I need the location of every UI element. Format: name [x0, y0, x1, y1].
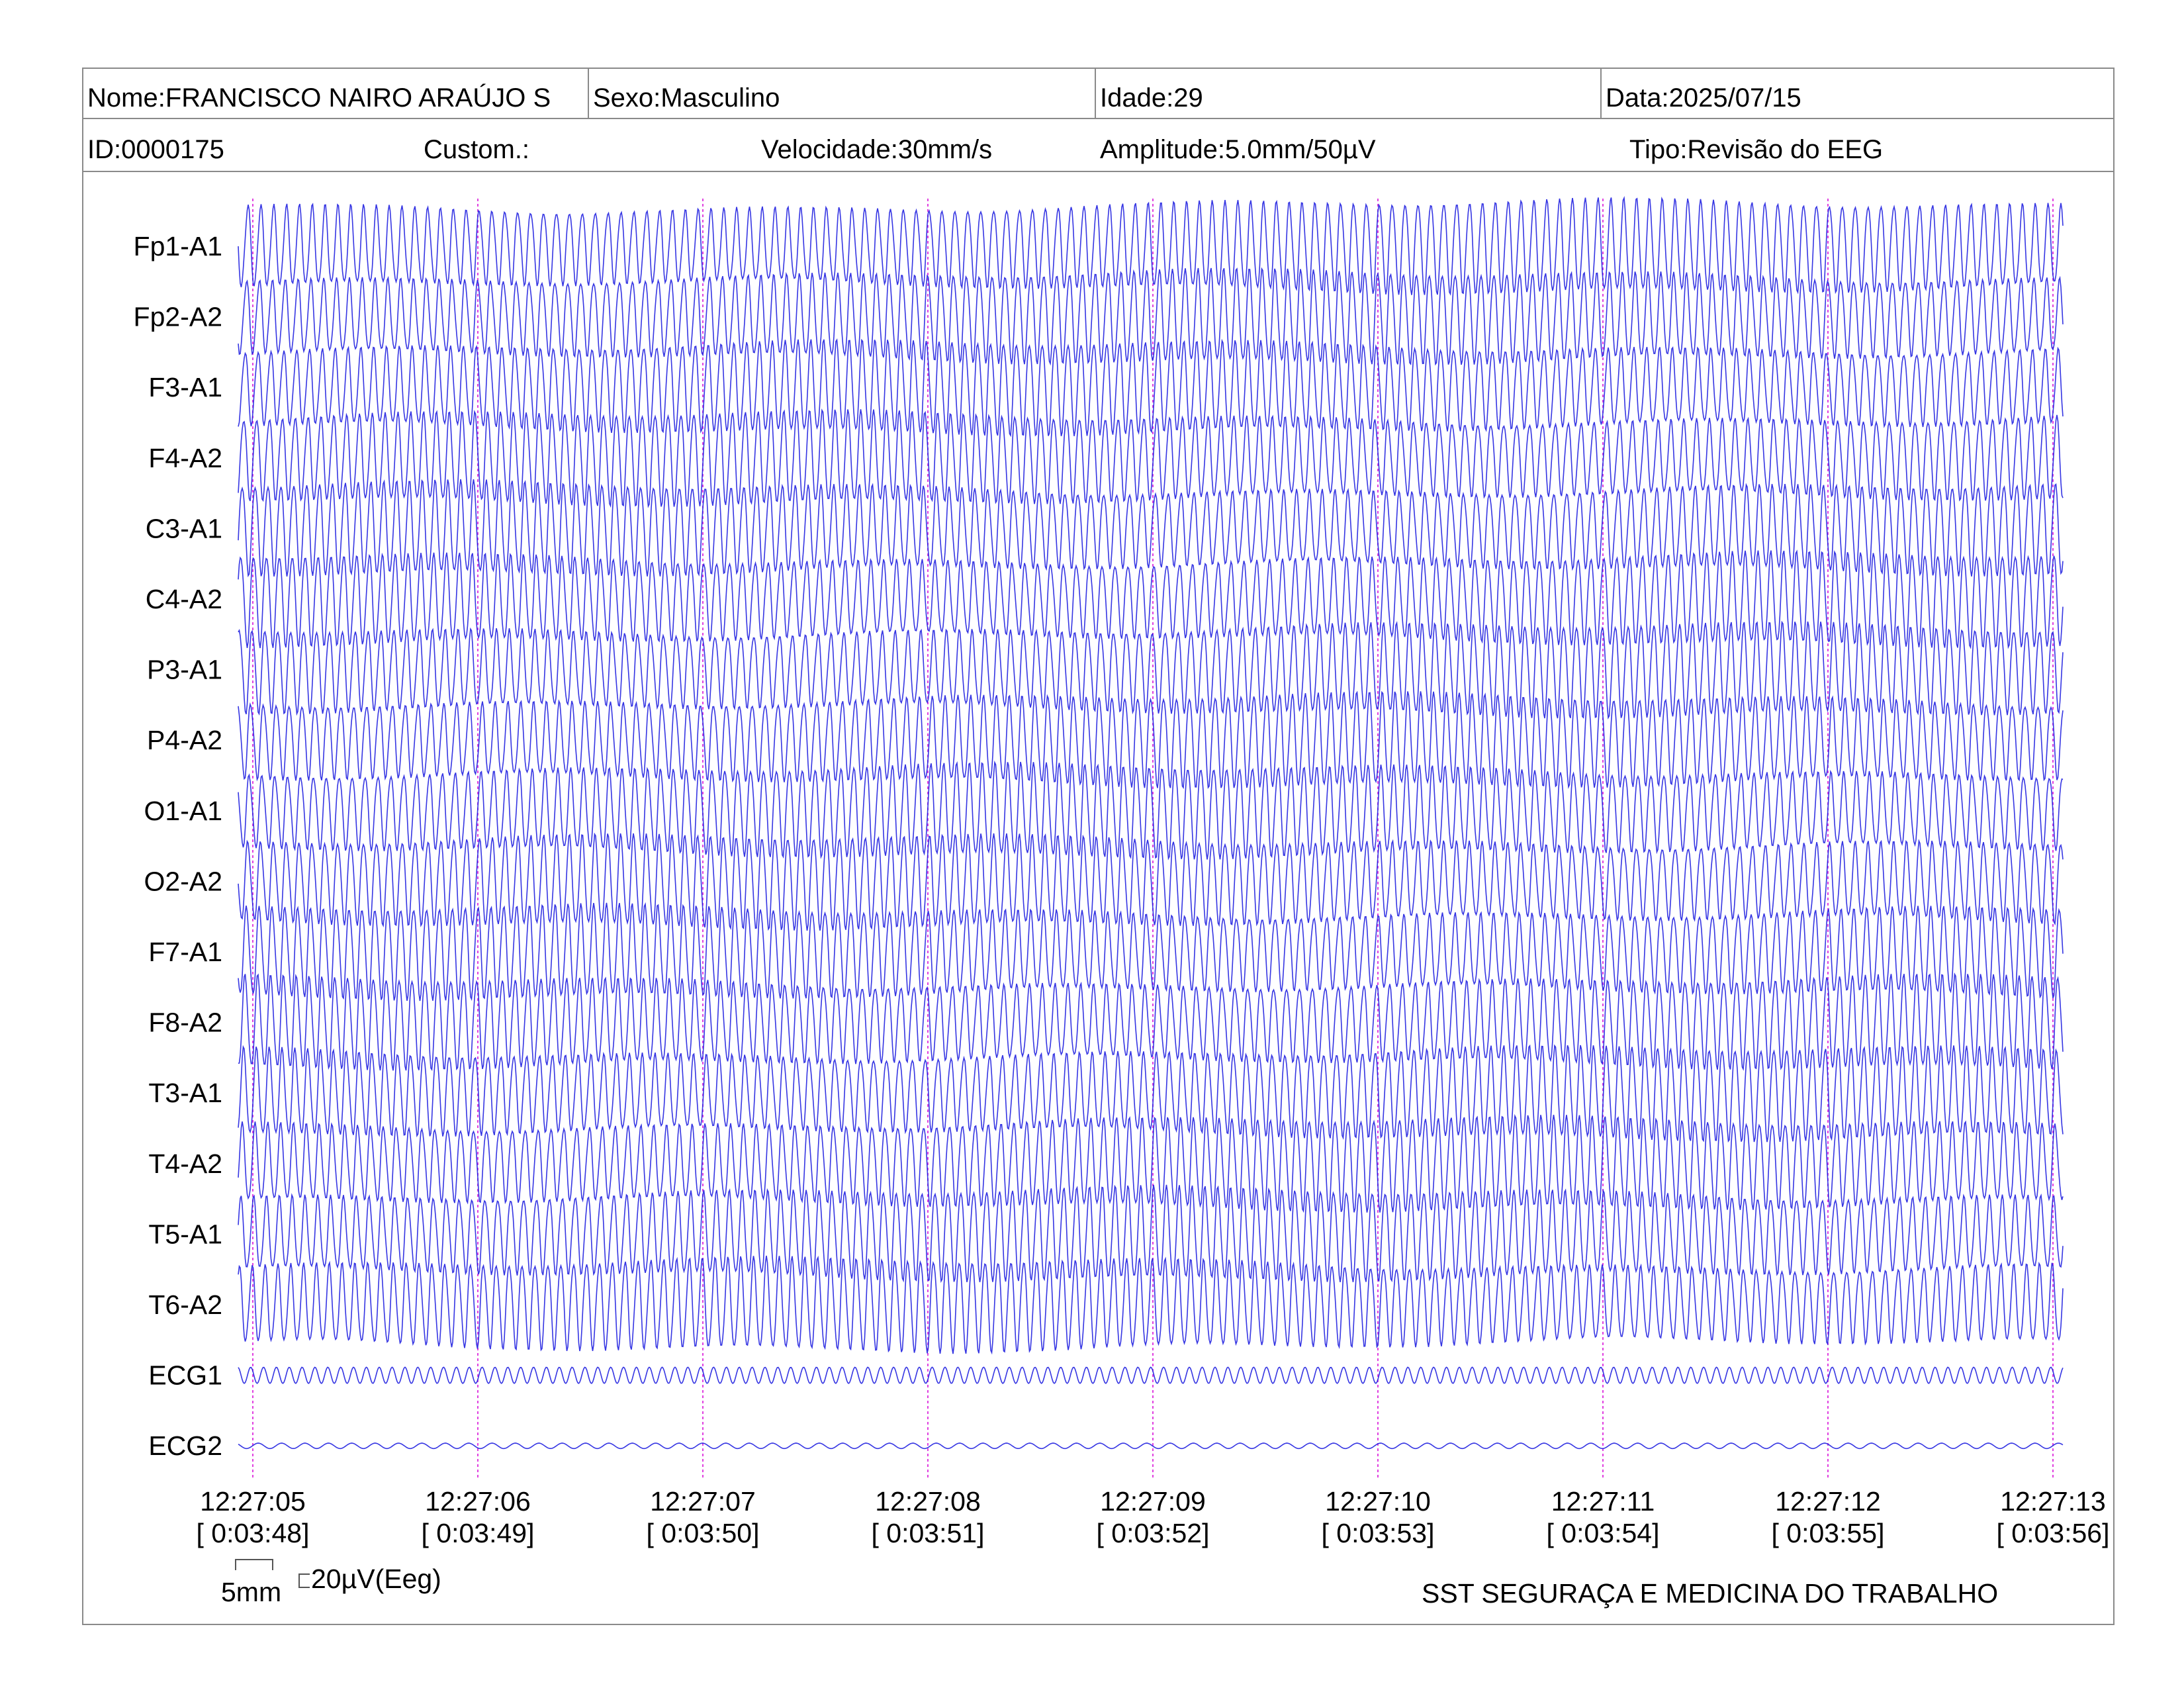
channel-label-t3-a1: T3-A1: [148, 1078, 222, 1108]
channel-label-t4-a2: T4-A2: [148, 1149, 222, 1179]
time-tick-label: 12:27:08: [875, 1486, 981, 1517]
channel-label-p4-a2: P4-A2: [147, 725, 222, 755]
trace-ecg2: [238, 1442, 2064, 1450]
record-date-value: 2025/07/15: [1668, 83, 1801, 113]
amplitude-label: Amplitude:: [1100, 135, 1225, 164]
trace-fp2-a2: [238, 267, 2064, 366]
elapsed-tick-label: [ 0:03:53]: [1322, 1518, 1435, 1548]
patient-name-label: Nome:: [87, 83, 165, 113]
header-divider: [82, 118, 2115, 119]
time-tick-label: 12:27:13: [2000, 1486, 2106, 1517]
trace-c4-a2: [238, 549, 2064, 649]
channel-label-t6-a2: T6-A2: [148, 1289, 222, 1320]
elapsed-tick-label: [ 0:03:51]: [872, 1518, 985, 1548]
patient-sex: Sexo:Masculino: [593, 85, 780, 111]
trace-t4-a2: [238, 1113, 2064, 1213]
elapsed-tick-label: [ 0:03:50]: [647, 1518, 760, 1548]
channel-label-f7-a1: F7-A1: [148, 937, 222, 967]
channel-label-o1-a1: O1-A1: [144, 796, 223, 826]
time-grid: [252, 199, 2054, 1477]
channel-label-f3-a1: F3-A1: [148, 372, 222, 402]
time-tick-label: 12:27:10: [1325, 1486, 1431, 1517]
patient-id: ID:0000175: [87, 136, 224, 163]
paper-speed-label: Velocidade:: [761, 135, 898, 164]
channel-label-fp2-a2: Fp2-A2: [134, 302, 222, 332]
elapsed-tick-label: [ 0:03:49]: [422, 1518, 535, 1548]
channel-label-ecg2: ECG2: [148, 1430, 222, 1461]
calibration-bar: [235, 1559, 310, 1588]
channel-labels: Fp1-A1 Fp2-A2 F3-A1 F4-A2 C3-A1 C4-A2 P3-A1 P4-…: [134, 231, 222, 1461]
elapsed-tick-label: [ 0:03:56]: [1997, 1518, 2110, 1548]
trace-f3-a1: [238, 338, 2064, 438]
eeg-traces: [238, 196, 2064, 1450]
scale-mm-bracket: [235, 1559, 273, 1570]
trace-t6-a2: [238, 1255, 2064, 1355]
paper-speed-value: 30mm/s: [897, 135, 993, 164]
scale-mm-label: 5mm: [221, 1577, 282, 1607]
channel-label-fp1-a1: Fp1-A1: [134, 231, 222, 261]
header-col-divider: [1600, 68, 1602, 119]
patient-sex-value: Masculino: [660, 83, 780, 113]
channel-label-f8-a2: F8-A2: [148, 1008, 222, 1038]
header-bottom-border: [82, 171, 2115, 172]
elapsed-tick-label: [ 0:03:54]: [1547, 1518, 1660, 1548]
time-tick-label: 12:27:07: [650, 1486, 756, 1517]
trace-fp1-a1: [238, 196, 2064, 296]
trace-p3-a1: [238, 620, 2064, 720]
custom-field: Custom.:: [424, 136, 529, 163]
patient-id-label: ID:: [87, 135, 122, 164]
time-tick-label: 12:27:12: [1775, 1486, 1881, 1517]
elapsed-tick-label: [ 0:03:48]: [197, 1518, 310, 1548]
time-axis: 12:27:05[ 0:03:48] 12:27:06[ 0:03:49] 12:2…: [197, 1486, 2110, 1548]
patient-age-value: 29: [1173, 83, 1203, 113]
record-type-value: Revisão do EEG: [1687, 135, 1884, 164]
trace-t5-a1: [238, 1184, 2064, 1284]
amplitude: Amplitude:5.0mm/50µV: [1100, 136, 1376, 163]
trace-f7-a1: [238, 902, 2064, 1002]
channel-label-o2-a2: O2-A2: [144, 866, 223, 896]
record-type: Tipo:Revisão do EEG: [1629, 136, 1883, 163]
elapsed-tick-label: [ 0:03:52]: [1097, 1518, 1210, 1548]
amplitude-value: 5.0mm/50µV: [1224, 135, 1376, 164]
time-tick-label: 12:27:11: [1551, 1486, 1655, 1517]
record-date-label: Data:: [1606, 83, 1669, 113]
custom-field-label: Custom.:: [424, 135, 530, 164]
elapsed-tick-label: [ 0:03:55]: [1772, 1518, 1885, 1548]
patient-name: Nome:FRANCISCO NAIRO ARAÚJO S: [87, 85, 551, 111]
channel-label-ecg1: ECG1: [148, 1360, 222, 1391]
paper-speed: Velocidade:30mm/s: [761, 136, 992, 163]
record-type-label: Tipo:: [1629, 135, 1688, 164]
trace-c3-a1: [238, 479, 2064, 578]
channel-label-c3-a1: C3-A1: [146, 513, 222, 543]
scale-uv-label: 20µV(Eeg): [311, 1564, 441, 1594]
channel-label-p3-a1: P3-A1: [147, 655, 222, 685]
trace-f8-a2: [238, 972, 2064, 1071]
patient-age-label: Idade:: [1100, 83, 1174, 113]
channel-label-f4-a2: F4-A2: [148, 443, 222, 473]
channel-label-c4-a2: C4-A2: [146, 584, 222, 614]
patient-name-value: FRANCISCO NAIRO ARAÚJO S: [165, 83, 551, 113]
patient-sex-label: Sexo:: [593, 83, 661, 113]
patient-age: Idade:29: [1100, 85, 1203, 111]
patient-id-value: 0000175: [121, 135, 224, 164]
header-col-divider: [588, 68, 589, 119]
trace-f4-a2: [238, 408, 2064, 508]
trace-p4-a2: [238, 690, 2064, 789]
footer-company: SST SEGURAÇA E MEDICINA DO TRABALHO: [1422, 1578, 1999, 1609]
time-tick-label: 12:27:05: [200, 1486, 306, 1517]
time-tick-label: 12:27:06: [425, 1486, 531, 1517]
time-tick-label: 12:27:09: [1100, 1486, 1206, 1517]
trace-o2-a2: [238, 832, 2064, 931]
report-frame: [82, 68, 2115, 1625]
record-date: Data:2025/07/15: [1606, 85, 1801, 111]
channel-label-t5-a1: T5-A1: [148, 1219, 222, 1249]
trace-o1-a1: [238, 760, 2064, 861]
trace-ecg1: [238, 1366, 2064, 1384]
trace-t3-a1: [238, 1044, 2064, 1143]
scale-uv-bracket: [298, 1573, 310, 1588]
header-col-divider: [1095, 68, 1096, 119]
